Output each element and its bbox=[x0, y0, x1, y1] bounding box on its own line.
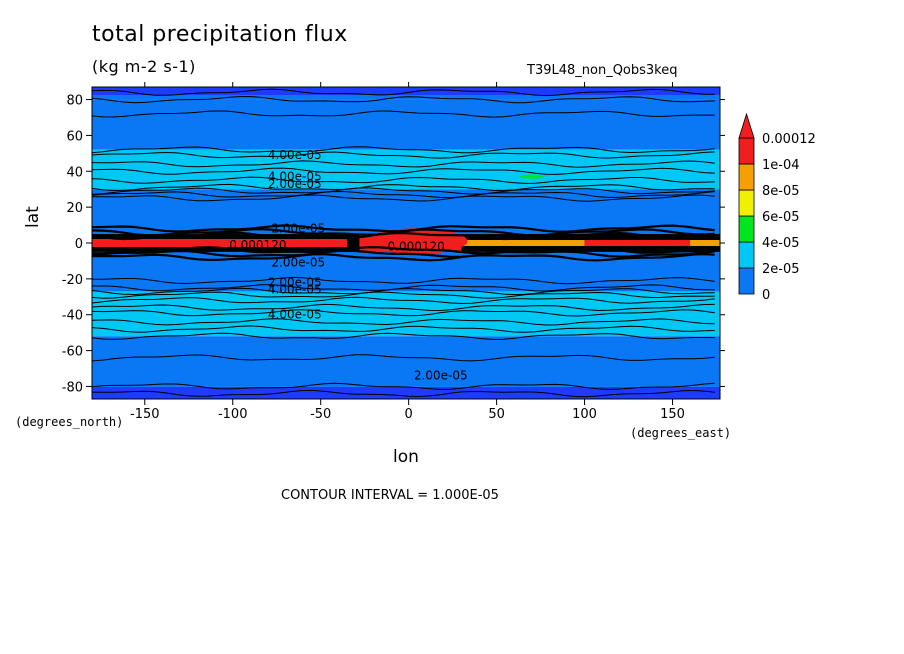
colorbar-swatch bbox=[738, 163, 755, 191]
contour-line bbox=[92, 95, 715, 104]
contour-line bbox=[92, 389, 715, 398]
colorbar-label: 0.00012 bbox=[762, 132, 816, 147]
y-tick-label: 20 bbox=[66, 201, 83, 216]
colorbar-extend-triangle bbox=[738, 112, 755, 139]
contour-line bbox=[92, 151, 715, 159]
contour-label: 4.00e-05 bbox=[268, 308, 322, 322]
y-axis-ticks: 80 60 40 20 0 -20 -40 -60 -80 bbox=[62, 94, 725, 395]
colorbar: 0 2e-05 4e-05 6e-05 8e-05 1e-04 0.00012 bbox=[738, 112, 816, 303]
colorbar-swatch bbox=[738, 267, 755, 295]
colorbar-label: 4e-05 bbox=[762, 236, 800, 251]
contour-label: 0.000120 bbox=[229, 238, 286, 252]
x-tick-label: -50 bbox=[310, 407, 331, 422]
x-axis-ticks: -150 -100 -50 0 50 100 150 bbox=[130, 82, 685, 422]
contour-line bbox=[92, 146, 715, 154]
contour-line bbox=[92, 227, 715, 237]
contour-label: 2.00e-05 bbox=[268, 275, 322, 289]
contour-label: 2.00e-05 bbox=[268, 177, 322, 191]
local-maximum bbox=[519, 174, 544, 179]
zonal-band bbox=[92, 189, 720, 235]
y-tick-label: -40 bbox=[62, 309, 83, 324]
colorbar-swatch bbox=[738, 241, 755, 269]
contour-label: 4.00e-05 bbox=[268, 148, 322, 162]
run-name: T39L48_non_Qobs3keq bbox=[527, 63, 678, 78]
colorbar-label: 0 bbox=[762, 288, 770, 303]
contour-line bbox=[92, 332, 715, 340]
contour-line bbox=[92, 276, 715, 285]
contour-line bbox=[92, 183, 715, 192]
y-tick-label: -20 bbox=[62, 273, 83, 288]
chart-units: (kg m-2 s-1) bbox=[92, 57, 196, 76]
contour-label: 4.00e-05 bbox=[268, 283, 322, 297]
colorbar-label: 8e-05 bbox=[762, 184, 800, 199]
x-tick-label: 100 bbox=[572, 407, 597, 422]
contour-label: 2.00e-05 bbox=[271, 222, 325, 236]
contour-label: 2.00e-05 bbox=[271, 256, 325, 270]
polar-cap-north bbox=[92, 87, 720, 95]
contour-line bbox=[92, 354, 715, 362]
contour-interval: CONTOUR INTERVAL = 1.000E-05 bbox=[281, 488, 499, 503]
tropical-maximum bbox=[461, 240, 585, 246]
contour-line bbox=[92, 176, 715, 184]
y-tick-label: 60 bbox=[66, 129, 83, 144]
y-tick-label: 0 bbox=[75, 237, 83, 252]
y-tick-label: 80 bbox=[66, 94, 83, 109]
contour-line bbox=[92, 190, 715, 199]
contour-line bbox=[92, 284, 715, 292]
chart-title: total precipitation flux bbox=[92, 22, 348, 47]
colorbar-label: 6e-05 bbox=[762, 210, 800, 225]
x-axis-label: lon bbox=[393, 447, 419, 467]
y-tick-label: 40 bbox=[66, 165, 83, 180]
x-tick-label: 0 bbox=[404, 407, 412, 422]
x-tick-label: 150 bbox=[660, 407, 685, 422]
polar-cap-south bbox=[92, 387, 720, 399]
contour-line bbox=[92, 160, 715, 168]
contour-label: 4.00e-05 bbox=[268, 170, 322, 184]
contour-line bbox=[92, 309, 715, 317]
tropical-maximum bbox=[690, 240, 720, 246]
colorbar-swatch bbox=[738, 189, 755, 217]
contour-lines bbox=[92, 88, 715, 398]
contour-labels: 4.00e-054.00e-052.00e-052.00e-052.00e-05… bbox=[229, 148, 467, 383]
contour-label: 0.000120 bbox=[388, 240, 445, 254]
contour-line bbox=[92, 296, 715, 305]
contour-line bbox=[92, 318, 715, 326]
contour-line bbox=[92, 253, 715, 262]
contour-line bbox=[92, 303, 715, 312]
contour-label: 2.00e-05 bbox=[414, 369, 468, 383]
y-axis-label: lat bbox=[23, 206, 43, 228]
contour-fills bbox=[92, 87, 720, 399]
colorbar-label: 2e-05 bbox=[762, 262, 800, 277]
y-axis-units: (degrees_north) bbox=[15, 415, 124, 429]
contour-line bbox=[92, 194, 715, 202]
zonal-band bbox=[92, 99, 720, 150]
y-tick-label: -60 bbox=[62, 345, 83, 360]
x-tick-label: 50 bbox=[488, 407, 505, 422]
contour-line bbox=[92, 291, 715, 299]
colorbar-swatch bbox=[738, 215, 755, 243]
contour-line bbox=[92, 325, 715, 333]
contour-line bbox=[92, 231, 715, 241]
x-tick-label: -100 bbox=[218, 407, 248, 422]
contour-line bbox=[92, 246, 715, 255]
tropical-maximum bbox=[92, 239, 348, 247]
contour-line bbox=[92, 110, 715, 118]
x-tick-label: -150 bbox=[130, 407, 160, 422]
contour-line bbox=[92, 88, 715, 97]
contour-line bbox=[92, 382, 715, 390]
x-axis-units: (degrees_east) bbox=[630, 426, 732, 440]
colorbar-swatch bbox=[738, 137, 755, 165]
contour-line bbox=[92, 249, 715, 258]
y-tick-label: -80 bbox=[62, 380, 83, 395]
tropical-maximum bbox=[584, 240, 691, 246]
contour-line bbox=[92, 187, 715, 195]
contour-line bbox=[92, 287, 715, 296]
contour-line bbox=[92, 167, 715, 175]
zonal-band bbox=[92, 336, 720, 387]
colorbar-label: 1e-04 bbox=[762, 158, 800, 173]
